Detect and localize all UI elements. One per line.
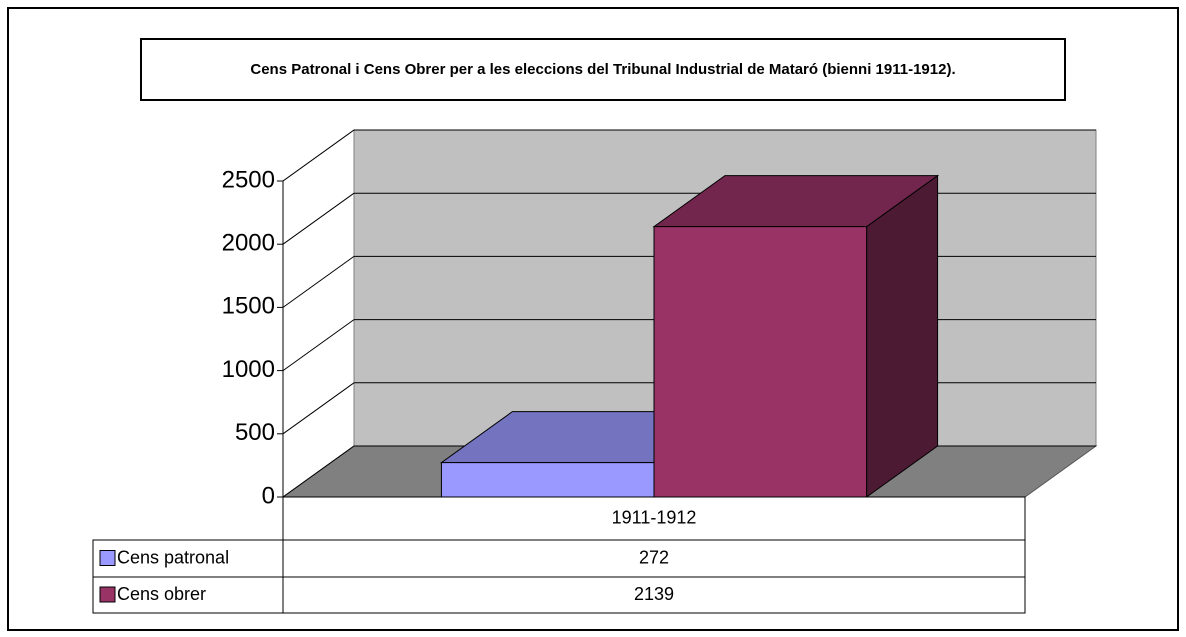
bar-side — [866, 174, 939, 498]
legend-label: Cens obrer — [117, 584, 206, 604]
bar — [652, 174, 940, 498]
y-tick-label: 0 — [262, 482, 275, 509]
table-cell — [282, 576, 1026, 614]
legend-cell — [92, 576, 284, 614]
wall-grid-line — [282, 192, 355, 245]
y-tick-label: 1000 — [222, 356, 275, 383]
table-value: 272 — [639, 547, 669, 567]
table-cell — [282, 539, 1026, 578]
bar-front — [653, 226, 868, 498]
chart-title: Cens Patronal i Cens Obrer per a les ele… — [140, 38, 1066, 101]
y-tick-label: 2500 — [222, 166, 275, 193]
x-tick-label: 1911-1912 — [612, 507, 697, 527]
legend-swatch — [99, 586, 116, 603]
legend-label: Cens patronal — [117, 547, 229, 567]
left-wall — [282, 129, 355, 498]
table-value: 2139 — [634, 584, 674, 604]
wall-grid-line — [282, 255, 355, 308]
wall-grid-line — [282, 129, 355, 182]
y-tick-label: 2000 — [222, 230, 275, 257]
wall-grid-line — [282, 382, 355, 435]
legend-swatch — [99, 550, 116, 566]
wall-grid-line — [282, 445, 355, 498]
y-tick-label: 500 — [235, 419, 275, 446]
y-tick-label: 1500 — [222, 293, 275, 320]
bar-front — [440, 462, 655, 498]
table-header-cell — [282, 496, 1026, 541]
wall-grid-line — [282, 319, 355, 372]
